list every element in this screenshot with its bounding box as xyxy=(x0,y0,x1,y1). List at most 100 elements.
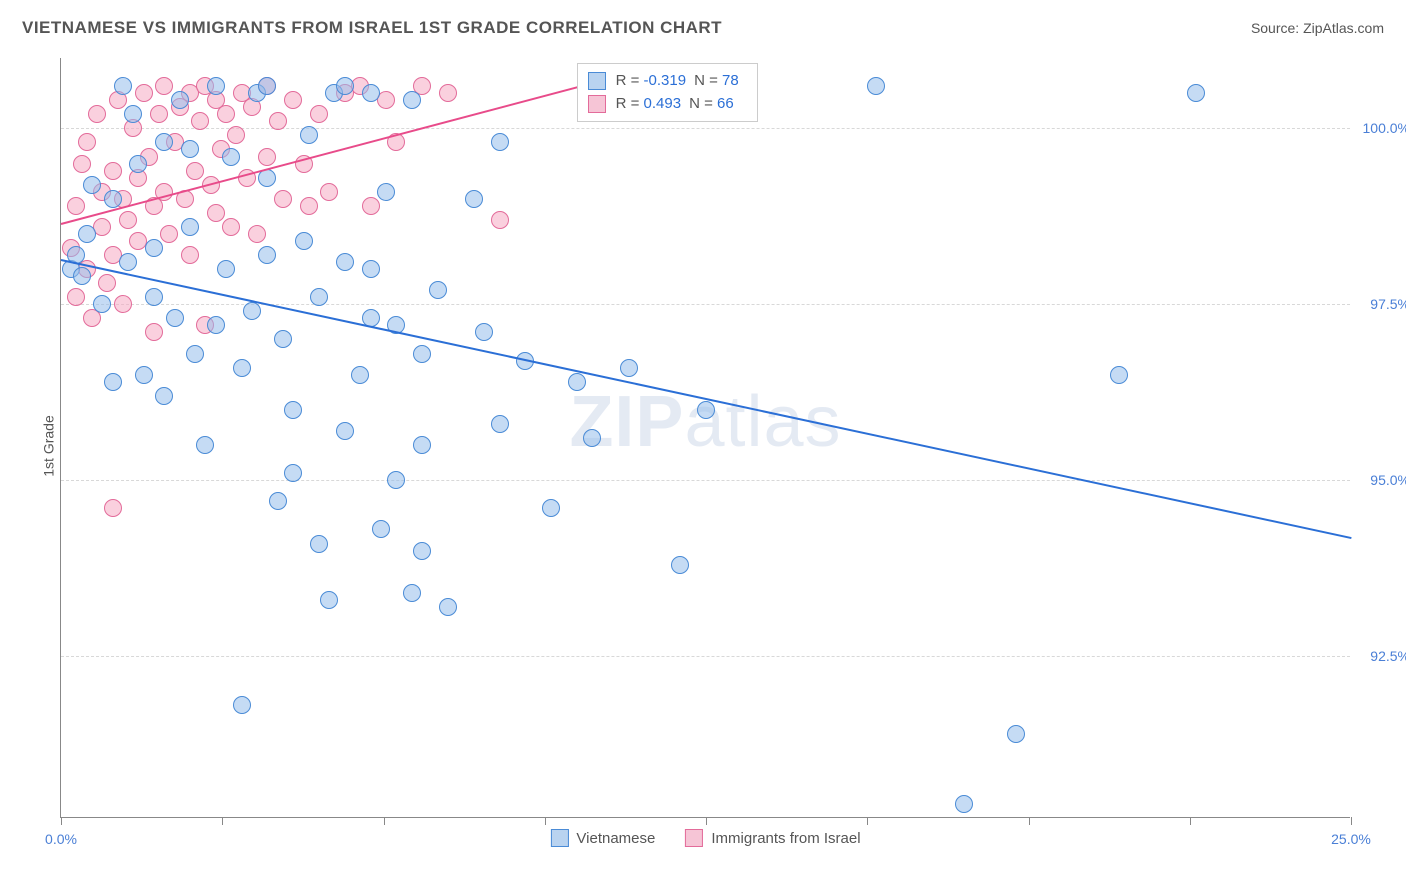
scatter-point xyxy=(269,112,287,130)
scatter-point xyxy=(1187,84,1205,102)
scatter-point xyxy=(439,598,457,616)
chart-source: Source: ZipAtlas.com xyxy=(1251,20,1384,36)
scatter-point xyxy=(300,126,318,144)
x-tick xyxy=(545,817,546,825)
chart-header: VIETNAMESE VS IMMIGRANTS FROM ISRAEL 1ST… xyxy=(22,18,1384,38)
scatter-point xyxy=(145,239,163,257)
scatter-point xyxy=(258,246,276,264)
scatter-point xyxy=(362,84,380,102)
r-value: 0.493 xyxy=(644,95,682,112)
n-value: 78 xyxy=(722,72,739,89)
scatter-point xyxy=(181,218,199,236)
scatter-point xyxy=(377,183,395,201)
scatter-point xyxy=(207,204,225,222)
scatter-point xyxy=(697,401,715,419)
scatter-point xyxy=(620,359,638,377)
gridline xyxy=(61,656,1350,657)
scatter-point xyxy=(119,211,137,229)
bottom-legend: VietnameseImmigrants from Israel xyxy=(550,829,860,847)
scatter-point xyxy=(336,422,354,440)
x-tick-label: 25.0% xyxy=(1331,831,1371,847)
scatter-point xyxy=(155,387,173,405)
scatter-point xyxy=(403,584,421,602)
y-tick-label: 95.0% xyxy=(1355,472,1406,488)
scatter-point xyxy=(73,155,91,173)
scatter-point xyxy=(491,133,509,151)
scatter-point xyxy=(150,105,168,123)
scatter-point xyxy=(320,183,338,201)
scatter-point xyxy=(351,366,369,384)
legend-swatch xyxy=(550,829,568,847)
legend-item: Vietnamese xyxy=(550,829,655,847)
scatter-point xyxy=(284,464,302,482)
x-tick xyxy=(1029,817,1030,825)
scatter-point xyxy=(413,542,431,560)
stats-row: R = 0.493N = 66 xyxy=(588,93,747,116)
scatter-point xyxy=(233,359,251,377)
scatter-point xyxy=(114,77,132,95)
scatter-point xyxy=(222,218,240,236)
scatter-point xyxy=(171,91,189,109)
scatter-point xyxy=(114,295,132,313)
scatter-point xyxy=(867,77,885,95)
scatter-point xyxy=(88,105,106,123)
gridline xyxy=(61,480,1350,481)
scatter-point xyxy=(439,84,457,102)
scatter-point xyxy=(98,274,116,292)
scatter-point xyxy=(362,197,380,215)
scatter-point xyxy=(104,162,122,180)
scatter-point xyxy=(227,126,245,144)
scatter-plot-area: ZIPatlas 92.5%95.0%97.5%100.0%0.0%25.0%R… xyxy=(60,58,1350,818)
scatter-point xyxy=(222,148,240,166)
scatter-point xyxy=(568,373,586,391)
scatter-point xyxy=(269,492,287,510)
scatter-point xyxy=(491,415,509,433)
scatter-point xyxy=(166,309,184,327)
scatter-point xyxy=(465,190,483,208)
scatter-point xyxy=(248,225,266,243)
n-value: 66 xyxy=(717,95,734,112)
scatter-point xyxy=(217,105,235,123)
trend-line xyxy=(61,259,1351,539)
scatter-point xyxy=(67,197,85,215)
scatter-point xyxy=(310,535,328,553)
scatter-point xyxy=(155,77,173,95)
scatter-point xyxy=(104,373,122,391)
stats-box: R = -0.319N = 78R = 0.493N = 66 xyxy=(577,63,758,122)
r-value: -0.319 xyxy=(644,72,687,89)
y-axis-label: 1st Grade xyxy=(41,415,57,476)
scatter-point xyxy=(104,190,122,208)
scatter-point xyxy=(671,556,689,574)
series-swatch xyxy=(588,72,606,90)
scatter-point xyxy=(403,91,421,109)
scatter-point xyxy=(73,267,91,285)
scatter-point xyxy=(583,429,601,447)
scatter-point xyxy=(320,591,338,609)
scatter-point xyxy=(135,366,153,384)
scatter-point xyxy=(124,105,142,123)
stats-row: R = -0.319N = 78 xyxy=(588,70,747,93)
scatter-point xyxy=(362,260,380,278)
scatter-point xyxy=(284,91,302,109)
scatter-point xyxy=(387,471,405,489)
scatter-point xyxy=(186,345,204,363)
scatter-point xyxy=(310,288,328,306)
scatter-point xyxy=(295,232,313,250)
scatter-point xyxy=(191,112,209,130)
scatter-point xyxy=(429,281,447,299)
scatter-point xyxy=(207,316,225,334)
scatter-point xyxy=(413,345,431,363)
x-tick xyxy=(61,817,62,825)
scatter-point xyxy=(955,795,973,813)
x-tick xyxy=(384,817,385,825)
scatter-point xyxy=(207,77,225,95)
scatter-point xyxy=(258,77,276,95)
scatter-point xyxy=(78,133,96,151)
y-tick-label: 97.5% xyxy=(1355,296,1406,312)
scatter-point xyxy=(186,162,204,180)
scatter-point xyxy=(145,323,163,341)
scatter-point xyxy=(336,253,354,271)
scatter-point xyxy=(300,197,318,215)
scatter-point xyxy=(93,218,111,236)
scatter-point xyxy=(129,155,147,173)
